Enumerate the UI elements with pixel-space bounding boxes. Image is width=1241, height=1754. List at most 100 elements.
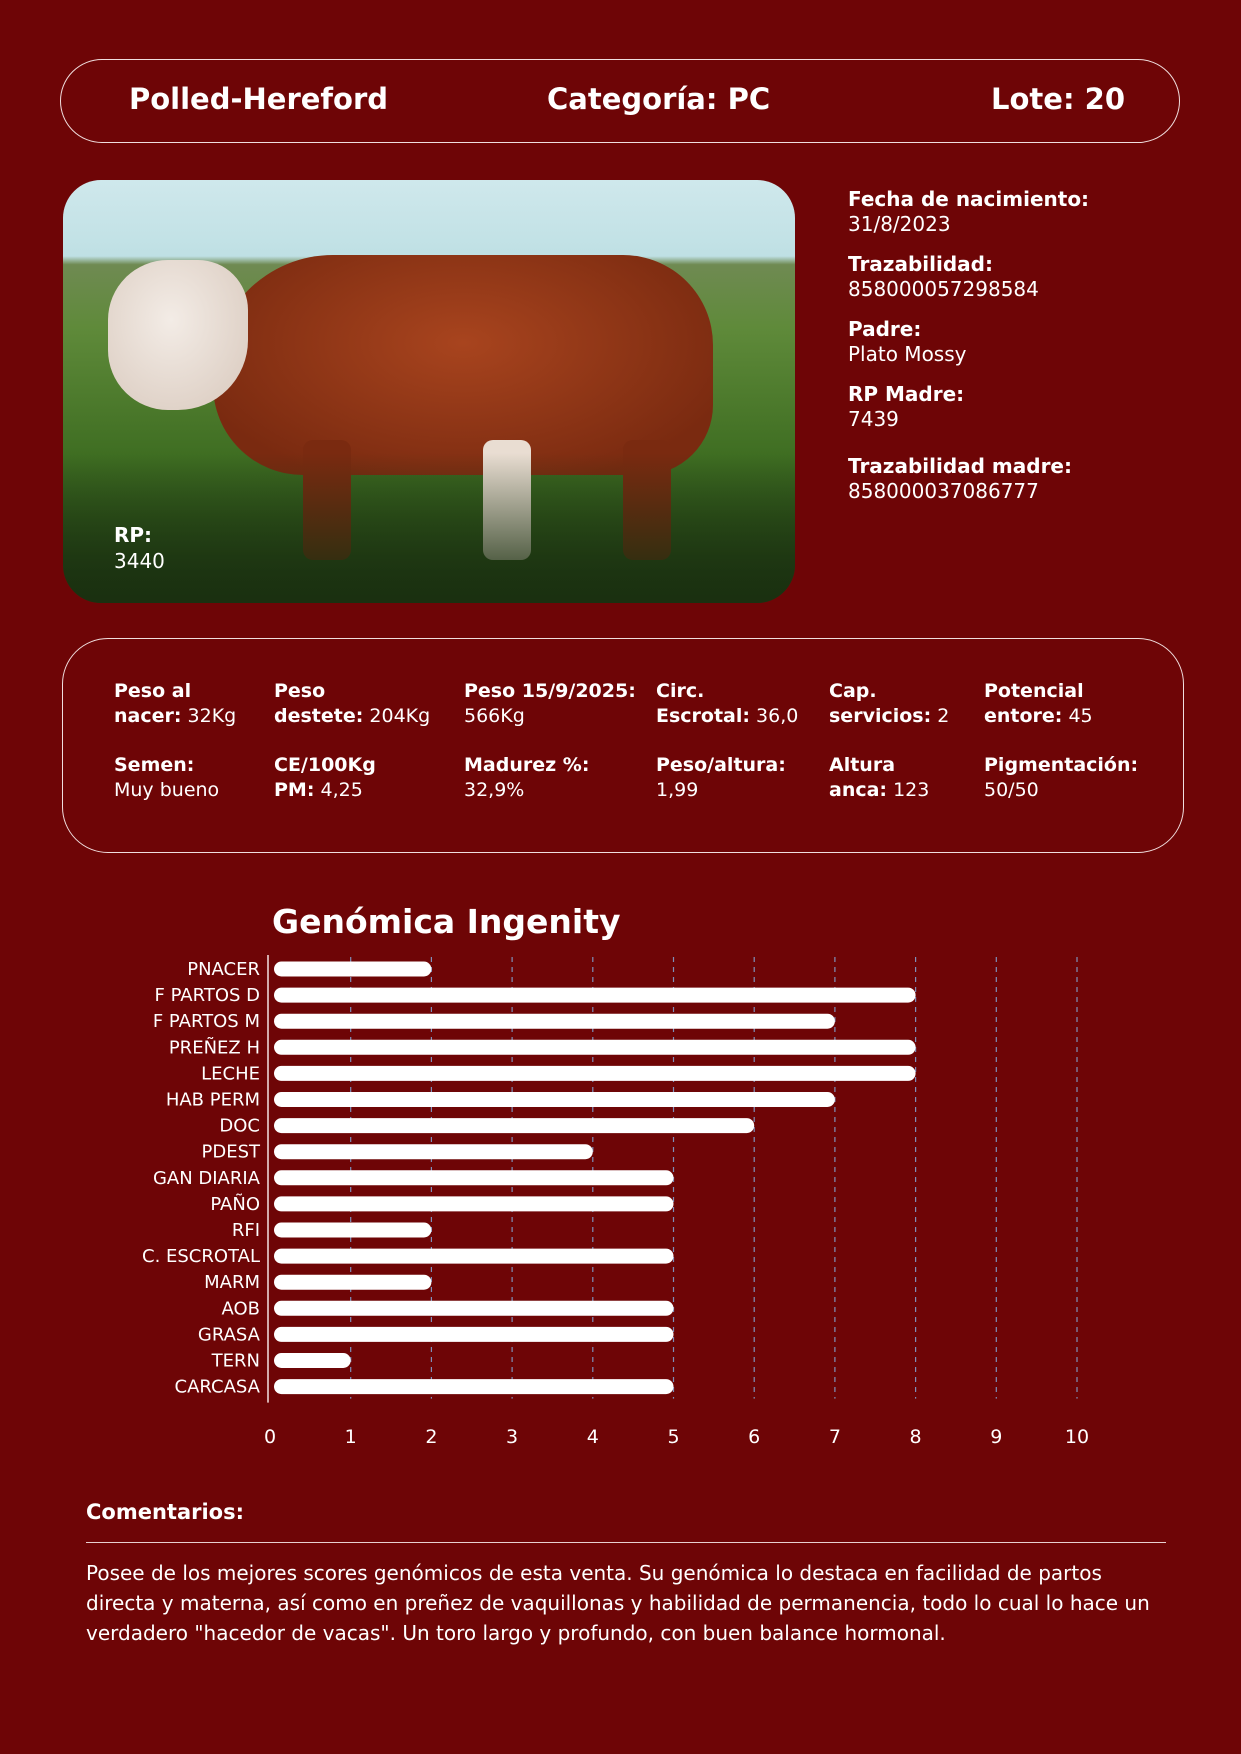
stat-label: Cap. [829,680,877,702]
stat-value: 50/50 [984,779,1039,801]
bar [274,1196,674,1212]
stat-value-line: Muy bueno [114,778,219,803]
stat-label: Potencial [984,680,1084,702]
y-category-label: MARM [204,1272,260,1293]
bar [274,1300,674,1316]
x-tick-label: 9 [990,1426,1002,1448]
stat-item: Semen: Muy bueno [114,753,219,803]
bar [274,987,916,1003]
stat-value: 4,25 [320,779,363,801]
stat-value-line: 566Kg [464,704,636,729]
y-category-label: HAB PERM [166,1090,260,1111]
stat-item: Peso al nacer: 32Kg [114,679,236,729]
stat-item: Cap. servicios: 2 [829,679,949,729]
breed-title: Polled-Hereford [129,82,389,116]
category-title: Categoría: PC [547,82,771,116]
stat-label: Pigmentación: [984,754,1139,776]
rp-value: 3440 [114,549,165,573]
stat-value: Muy bueno [114,779,220,801]
rp-field: RP: 3440 [114,522,165,574]
y-category-label: PNACER [187,959,260,980]
stat-label: anca: [829,779,888,801]
bar [274,1222,432,1238]
stat-label: Peso/altura: [656,754,786,776]
stat-value-line: servicios: 2 [829,704,949,729]
stat-label: PM: [274,779,315,801]
bar [274,1039,916,1055]
y-category-label: PREÑEZ H [169,1036,260,1058]
x-tick-label: 0 [264,1426,276,1448]
bar [274,1118,755,1134]
y-category-label: PAÑO [210,1193,260,1215]
info-label: Fecha de nacimiento: [848,187,1090,211]
grass-overlay [63,453,795,603]
stat-value: 45 [1068,705,1093,727]
info-dam-rp: RP Madre: 7439 [848,382,1089,432]
info-label: RP Madre: [848,382,965,406]
bar [274,1065,916,1081]
x-tick-label: 8 [910,1426,922,1448]
info-value: 7439 [848,407,899,431]
bull-head-shape [108,260,248,410]
stat-item: Circ. Escrotal: 36,0 [656,679,798,729]
stat-label: Peso [274,680,326,702]
x-tick-label: 7 [829,1426,841,1448]
header-banner: Polled-Hereford Categoría: PC Lote: 20 [60,59,1180,143]
stat-value: 566Kg [464,705,525,727]
stat-item: Potencial entore: 45 [984,679,1093,729]
bull-body-shape [213,255,713,475]
y-category-label: GAN DIARIA [153,1168,261,1189]
info-sire: Padre: Plato Mossy [848,317,1089,367]
stat-value-line: Escrotal: 36,0 [656,704,798,729]
stat-value: 32Kg [187,705,237,727]
stat-item: Madurez %: 32,9% [464,753,589,803]
bar [274,1248,674,1264]
stat-label: Semen: [114,754,195,776]
stat-item: Altura anca: 123 [829,753,929,803]
info-dam-traceability: Trazabilidad madre: 858000037086777 [848,454,1089,504]
divider [86,1542,1166,1543]
info-value: 858000057298584 [848,277,1039,301]
x-tick-label: 1 [345,1426,357,1448]
bull-photo [63,180,795,603]
bar [274,1170,674,1186]
stat-value-line: entore: 45 [984,704,1093,729]
stat-value-line: PM: 4,25 [274,778,376,803]
stat-label: Altura [829,754,896,776]
x-tick-label: 4 [587,1426,599,1448]
stat-value: 204Kg [369,705,431,727]
comments-title: Comentarios: [86,1500,245,1524]
bar [274,1353,351,1368]
bar [274,1379,674,1395]
y-category-label: GRASA [198,1324,261,1345]
y-category-label: C. ESCROTAL [142,1246,260,1267]
stat-label: entore: [984,705,1063,727]
bar [274,1092,835,1107]
stat-item: CE/100Kg PM: 4,25 [274,753,376,803]
stat-item: Peso/altura: 1,99 [656,753,786,803]
y-category-label: LECHE [201,1063,260,1084]
bar [274,1274,432,1290]
info-value: 858000037086777 [848,479,1039,503]
bar [274,1326,674,1342]
x-tick-label: 3 [506,1426,518,1448]
info-label: Padre: [848,317,922,341]
y-category-label: TERN [211,1351,260,1372]
chart-title: Genómica Ingenity [272,902,621,941]
stat-value-line: destete: 204Kg [274,704,430,729]
stat-value-line: 32,9% [464,778,589,803]
info-value: 31/8/2023 [848,212,951,236]
y-category-label: F PARTOS D [155,985,260,1006]
x-tick-label: 2 [425,1426,437,1448]
info-label: Trazabilidad madre: [848,454,1072,478]
stat-value-line: 1,99 [656,778,786,803]
info-list: Fecha de nacimiento: 31/8/2023 Trazabilid… [848,187,1089,519]
y-category-label: RFI [232,1220,260,1241]
stat-value-line: 50/50 [984,778,1138,803]
stat-item: Peso destete: 204Kg [274,679,430,729]
x-tick-label: 5 [667,1426,679,1448]
stat-label: nacer: [114,705,182,727]
y-category-label: F PARTOS M [153,1011,260,1032]
y-category-label: CARCASA [175,1377,261,1398]
